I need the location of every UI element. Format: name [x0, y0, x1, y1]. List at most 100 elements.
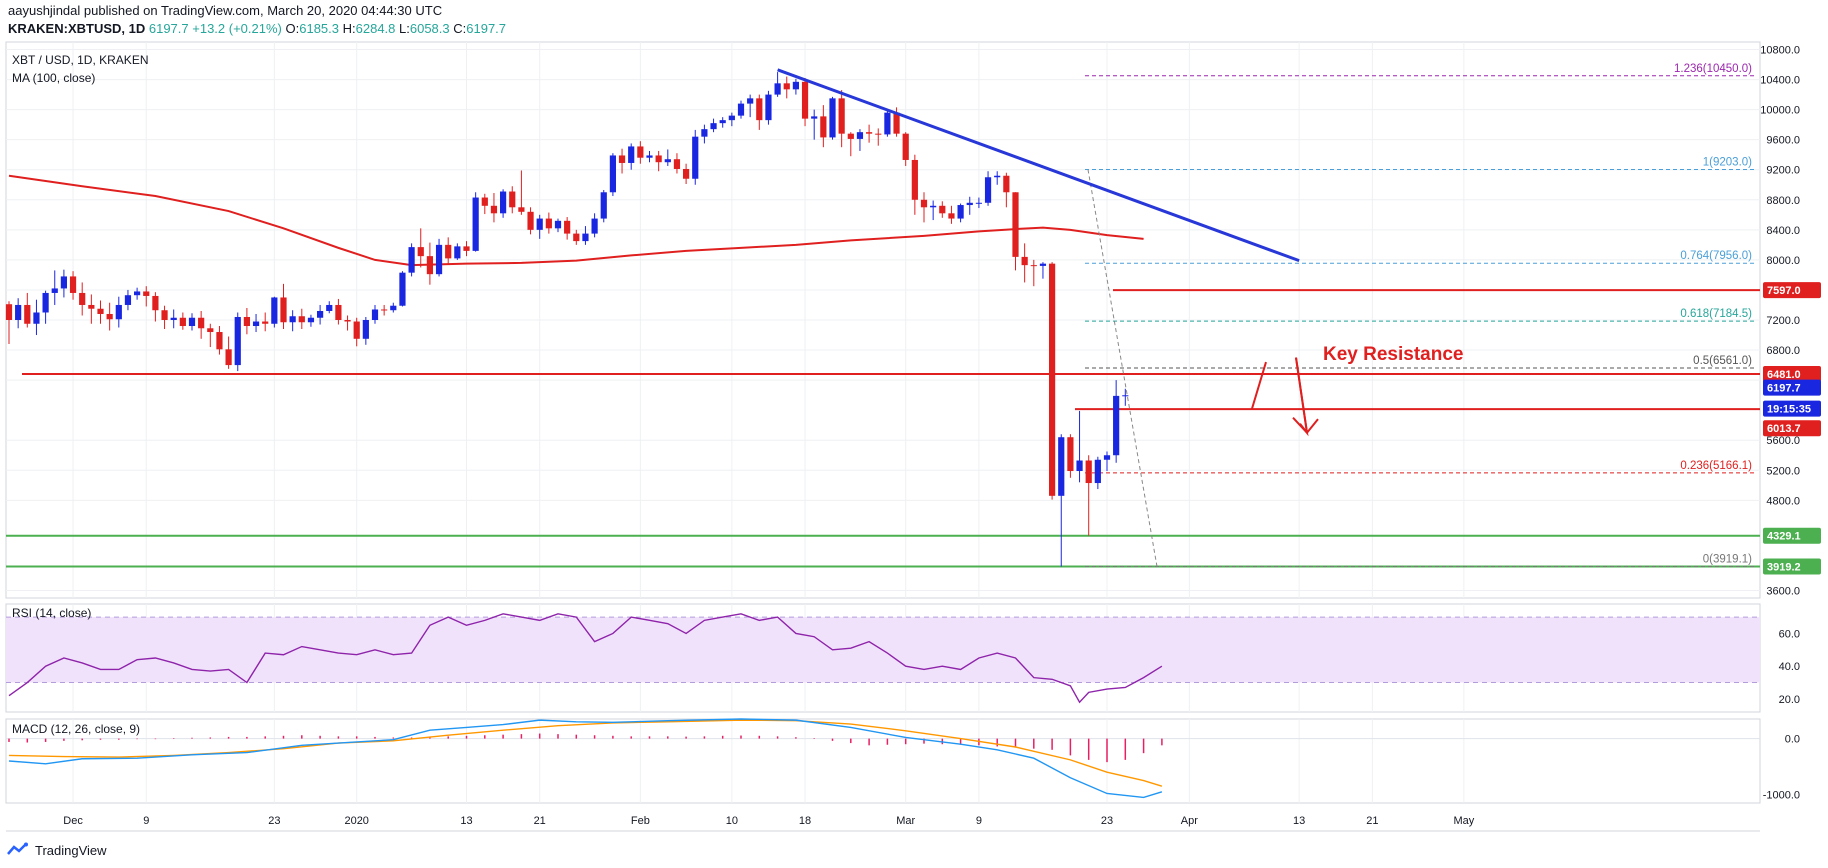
candle-body — [939, 205, 946, 214]
candle-body — [79, 292, 86, 305]
candle-body — [408, 247, 415, 273]
publish-text: aayushjindal published on TradingView.co… — [8, 3, 443, 18]
candle-body — [381, 309, 388, 311]
low-value: 6058.3 — [409, 21, 450, 36]
candle-body — [326, 304, 333, 311]
candle-body — [765, 94, 772, 121]
candle-body — [756, 98, 763, 121]
candle-body — [426, 256, 433, 275]
candle-body — [161, 310, 168, 320]
candle-body — [884, 112, 891, 135]
candle-body — [975, 202, 982, 204]
price-badge — [1763, 400, 1821, 417]
price-badge-label: 6013.7 — [1767, 423, 1801, 435]
down-arrow-icon — [1292, 357, 1319, 435]
candle-body — [847, 133, 854, 139]
candle-body — [15, 304, 22, 320]
candle-body — [1085, 460, 1092, 484]
close-label: C: — [453, 21, 467, 36]
candle-body — [134, 291, 141, 296]
price-badge — [1763, 558, 1821, 575]
time-tick-label: 23 — [1101, 815, 1113, 827]
time-tick-label: 21 — [534, 815, 546, 827]
candle-body — [554, 220, 562, 229]
candle-body — [536, 218, 543, 230]
candle-body — [1094, 459, 1101, 484]
candle-body — [564, 220, 571, 234]
candle-body — [637, 146, 644, 158]
candle-body — [170, 317, 177, 320]
candle-body — [42, 292, 49, 313]
descending-trendline — [777, 68, 1300, 263]
candle-body — [692, 136, 699, 179]
candle-body — [472, 197, 479, 251]
time-tick-label: 10 — [726, 815, 738, 827]
candle-body — [481, 197, 488, 206]
candle-body — [875, 133, 882, 135]
candle-body — [344, 320, 351, 322]
candle-body — [252, 321, 260, 327]
price-change: +13.2 (+0.21%) — [192, 21, 282, 36]
candle-body — [683, 168, 690, 179]
candle-body — [1012, 192, 1019, 257]
time-tick-label: May — [1453, 815, 1474, 827]
candle-body — [930, 205, 937, 208]
candle-body — [60, 276, 67, 289]
price-tick-label: 6800.0 — [1766, 345, 1800, 357]
tradingview-footer[interactable]: TradingView — [6, 842, 107, 858]
candle-body — [1103, 455, 1111, 460]
candle-body — [792, 81, 799, 90]
candle-body — [179, 317, 186, 327]
candle-body — [289, 316, 296, 323]
candle-body — [774, 83, 781, 95]
candle-body — [454, 246, 461, 259]
price-tick-label: 7200.0 — [1766, 315, 1800, 327]
candle-body — [856, 132, 864, 139]
candle-body — [1076, 460, 1083, 472]
candle-body — [582, 233, 589, 242]
candle-body — [307, 317, 315, 323]
candle-body — [545, 218, 552, 229]
time-tick-label: 13 — [460, 815, 472, 827]
chart-title: XBT / USD, 1D, KRAKEN — [12, 53, 148, 67]
candle-body — [1039, 263, 1047, 266]
price-tick-label: 4800.0 — [1766, 495, 1800, 507]
candle-body — [747, 98, 754, 104]
candle-body — [69, 276, 77, 293]
time-tick-label: 13 — [1293, 815, 1305, 827]
symbol-label[interactable]: KRAKEN:XBTUSD, 1D — [8, 21, 146, 36]
candle-body — [664, 159, 671, 163]
price-badge — [1763, 527, 1821, 544]
candle-body — [701, 129, 708, 137]
candle-body — [435, 244, 443, 275]
price-badge — [1763, 366, 1821, 383]
candle-body — [820, 116, 827, 138]
price-tick-label: 8000.0 — [1766, 255, 1800, 267]
fib-level-label: 1.236(10450.0) — [1674, 63, 1752, 75]
price-tick-label: 10000.0 — [1760, 105, 1800, 117]
candle-body — [957, 205, 964, 219]
candle-body — [829, 98, 836, 138]
candle-body — [243, 316, 250, 327]
candle-body — [97, 308, 104, 314]
high-value: 6284.8 — [355, 21, 396, 36]
candle-body — [573, 233, 580, 242]
price-tick-label: 10400.0 — [1760, 75, 1800, 87]
open-value: 6185.3 — [299, 21, 339, 36]
upswing-marker — [1251, 361, 1267, 409]
candle-body — [1122, 395, 1129, 397]
time-tick-label: 18 — [799, 815, 811, 827]
tradingview-logo-icon — [7, 842, 28, 855]
candle-body — [371, 309, 379, 320]
candle-body — [948, 213, 955, 219]
candle-body — [51, 288, 58, 293]
candle-body — [628, 146, 635, 163]
ma100-line — [8, 174, 1144, 267]
candle-body — [1003, 175, 1010, 193]
candle-body — [1021, 256, 1028, 266]
price-tick-label: 9200.0 — [1766, 165, 1800, 177]
price-badge — [1763, 379, 1821, 396]
candle-body — [463, 246, 470, 251]
time-tick-label: 2020 — [344, 815, 368, 827]
